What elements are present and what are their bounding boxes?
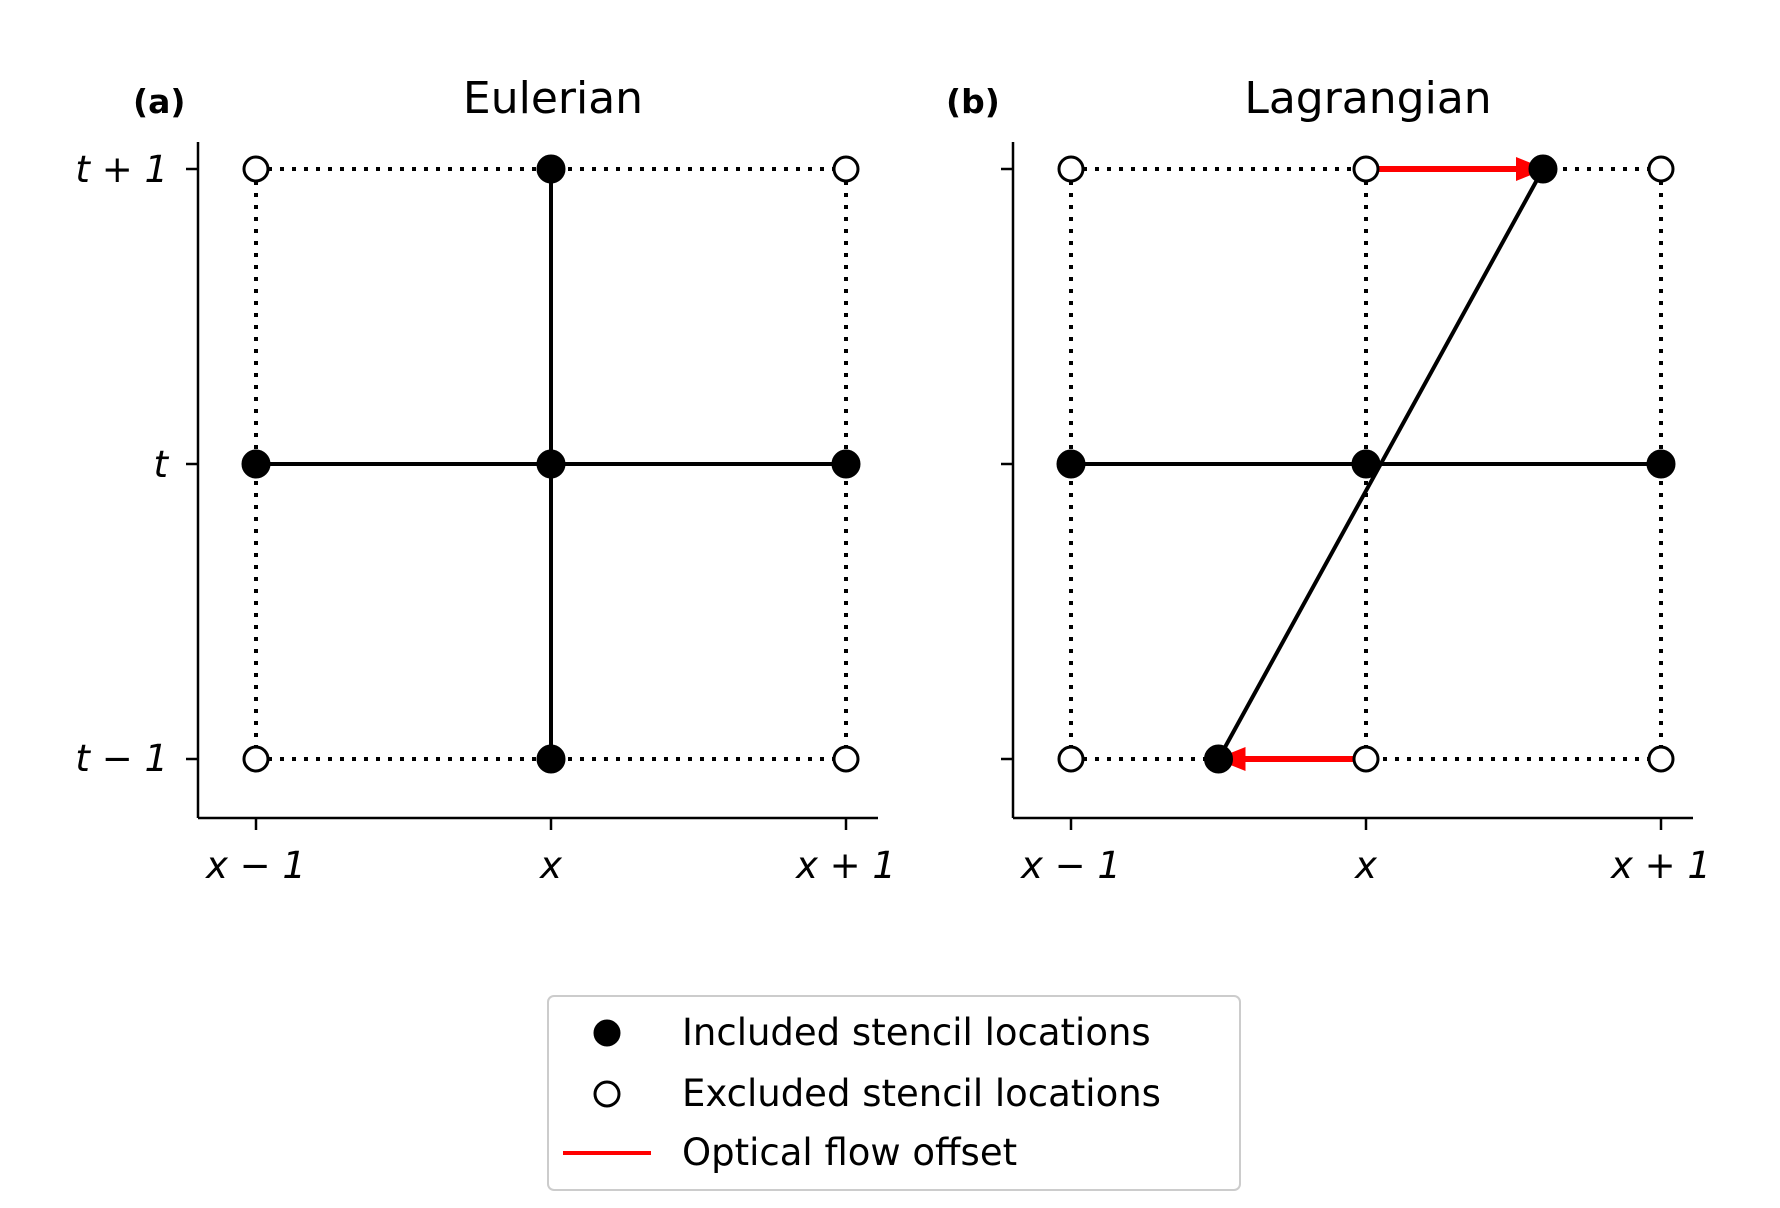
panel-b-xtick-left: x − 1 xyxy=(1020,844,1121,887)
panel-b-title: Lagrangian xyxy=(1244,73,1491,124)
panel-b-excluded-point-0 xyxy=(1057,155,1085,183)
panel-a-xtick-left: x − 1 xyxy=(205,844,306,887)
legend-label-included: Included stencil locations xyxy=(682,1011,1151,1054)
panel-b-xtick-center: x xyxy=(1354,844,1378,887)
panel-a-included-point-7 xyxy=(536,744,566,774)
panel-b-stencil-line-1 xyxy=(1216,168,1545,760)
panel-a-excluded-point-2 xyxy=(832,155,860,183)
panel-a-included-point-5 xyxy=(831,449,861,479)
panel-b: (b) Lagrangian x − 1 x x + 1 xyxy=(946,73,1711,887)
panel-b-excluded-point-8 xyxy=(1647,745,1675,773)
panel-b-included-point-9 xyxy=(1528,154,1558,184)
panel-a-ytick-top: t + 1 xyxy=(75,148,168,191)
panel-b-plot-area xyxy=(1001,142,1693,830)
legend: Included stencil locations Excluded sten… xyxy=(547,995,1241,1191)
panel-b-included-point-10 xyxy=(1204,744,1233,774)
panel-a-excluded-point-8 xyxy=(832,745,860,773)
panel-b-included-point-5 xyxy=(1646,449,1676,479)
panel-a-label: (a) xyxy=(133,82,185,121)
panel-b-excluded-point-6 xyxy=(1057,745,1085,773)
panel-b-excluded-point-1 xyxy=(1352,155,1380,183)
panel-a-xtick-right: x + 1 xyxy=(795,844,896,887)
legend-frame xyxy=(547,995,1241,1191)
panel-b-xtick-right: x + 1 xyxy=(1610,844,1711,887)
panel-a-included-point-4 xyxy=(536,449,566,479)
panel-a-plot-area xyxy=(186,142,878,830)
panel-a-excluded-point-6 xyxy=(242,745,270,773)
panel-b-label: (b) xyxy=(946,82,1000,121)
panel-a: (a) Eulerian x − 1 x x + 1 t − 1 t t + 1 xyxy=(75,73,896,887)
panel-b-included-point-3 xyxy=(1056,449,1086,479)
legend-filled-circle-icon xyxy=(593,1019,621,1047)
panel-a-ytick-bottom: t − 1 xyxy=(75,737,168,780)
panel-b-excluded-point-7 xyxy=(1352,745,1380,773)
legend-label-flow: Optical flow offset xyxy=(682,1131,1017,1174)
panel-a-xtick-center: x xyxy=(539,844,563,887)
panel-a-title: Eulerian xyxy=(463,73,643,124)
legend-label-excluded: Excluded stencil locations xyxy=(682,1072,1161,1115)
legend-open-circle-icon xyxy=(593,1080,621,1108)
panel-a-ytick-middle: t xyxy=(153,443,169,486)
panel-a-included-point-1 xyxy=(536,154,566,184)
panel-b-included-point-4 xyxy=(1351,449,1381,479)
panel-a-included-point-3 xyxy=(241,449,271,479)
panel-b-excluded-point-2 xyxy=(1647,155,1675,183)
panel-a-excluded-point-0 xyxy=(242,155,270,183)
